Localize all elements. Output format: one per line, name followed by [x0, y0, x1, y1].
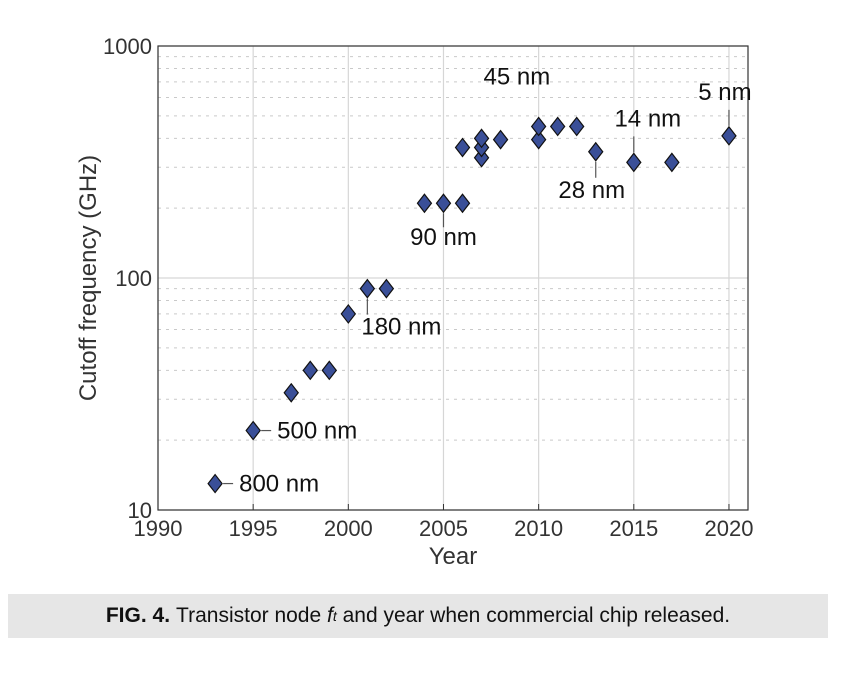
x-tick-label: 1995: [229, 516, 278, 541]
annotation-label: 5 nm: [698, 79, 751, 106]
y-axis-label: Cutoff frequency (GHz): [75, 155, 102, 401]
data-point: [207, 473, 223, 494]
annotation-label: 90 nm: [410, 224, 477, 251]
plot-frame: [157, 45, 749, 511]
x-axis-label: Year: [429, 543, 478, 570]
data-point: [435, 193, 452, 214]
x-tick-label: 2020: [704, 516, 753, 541]
annotation-label: 500 nm: [277, 418, 357, 445]
data-point: [321, 360, 338, 381]
y-tick-label: 10: [128, 498, 152, 523]
data-points: [207, 116, 737, 494]
caption-symbol: f: [327, 604, 333, 627]
x-tick-label: 2015: [609, 516, 658, 541]
data-point: [530, 116, 547, 137]
data-point: [454, 137, 471, 158]
chart: 1990 1995 2000 2005 2010 2015 2020 10 100 1000 80…: [75, 34, 753, 570]
annotations: 800 nm 500 nm 180 nm 90 nm 45 nm 28 nm 14 nm 5 …: [223, 63, 752, 498]
data-point: [359, 278, 376, 299]
x-tick-label: 2000: [324, 516, 373, 541]
data-point: [549, 116, 566, 137]
x-tick-label: 1990: [134, 516, 183, 541]
data-point: [721, 125, 737, 146]
y-tick-label: 1000: [103, 34, 152, 59]
data-point: [416, 193, 433, 214]
data-point: [664, 152, 680, 173]
grid: [157, 45, 748, 511]
caption-text-before: Transistor node: [176, 604, 322, 627]
caption-text-after: and year when commercial chip released.: [342, 604, 731, 627]
annotation-label: 180 nm: [361, 314, 441, 341]
annotation-label: 28 nm: [558, 177, 625, 204]
caption-label: FIG. 4.: [105, 604, 171, 627]
axis-ticks: 1990 1995 2000 2005 2010 2015 2020 10 100 1000: [103, 34, 753, 541]
data-point: [283, 382, 299, 403]
x-tick-label: 2005: [419, 516, 468, 541]
data-point: [302, 360, 319, 381]
y-tick-label: 100: [115, 266, 152, 291]
data-point: [530, 129, 547, 150]
data-point: [378, 278, 395, 299]
data-point: [568, 116, 585, 137]
annotation-label: 14 nm: [614, 105, 681, 132]
data-point: [587, 141, 604, 162]
caption-subscript: t: [332, 608, 337, 624]
annotation-label: 45 nm: [484, 63, 551, 90]
data-point: [492, 129, 509, 150]
data-point: [473, 147, 490, 168]
data-point: [245, 420, 261, 441]
x-tick-label: 2010: [514, 516, 563, 541]
data-point: [473, 128, 490, 149]
data-point: [454, 193, 471, 214]
data-point: [340, 303, 357, 324]
data-point: [626, 152, 642, 173]
annotation-label: 800 nm: [239, 471, 319, 498]
